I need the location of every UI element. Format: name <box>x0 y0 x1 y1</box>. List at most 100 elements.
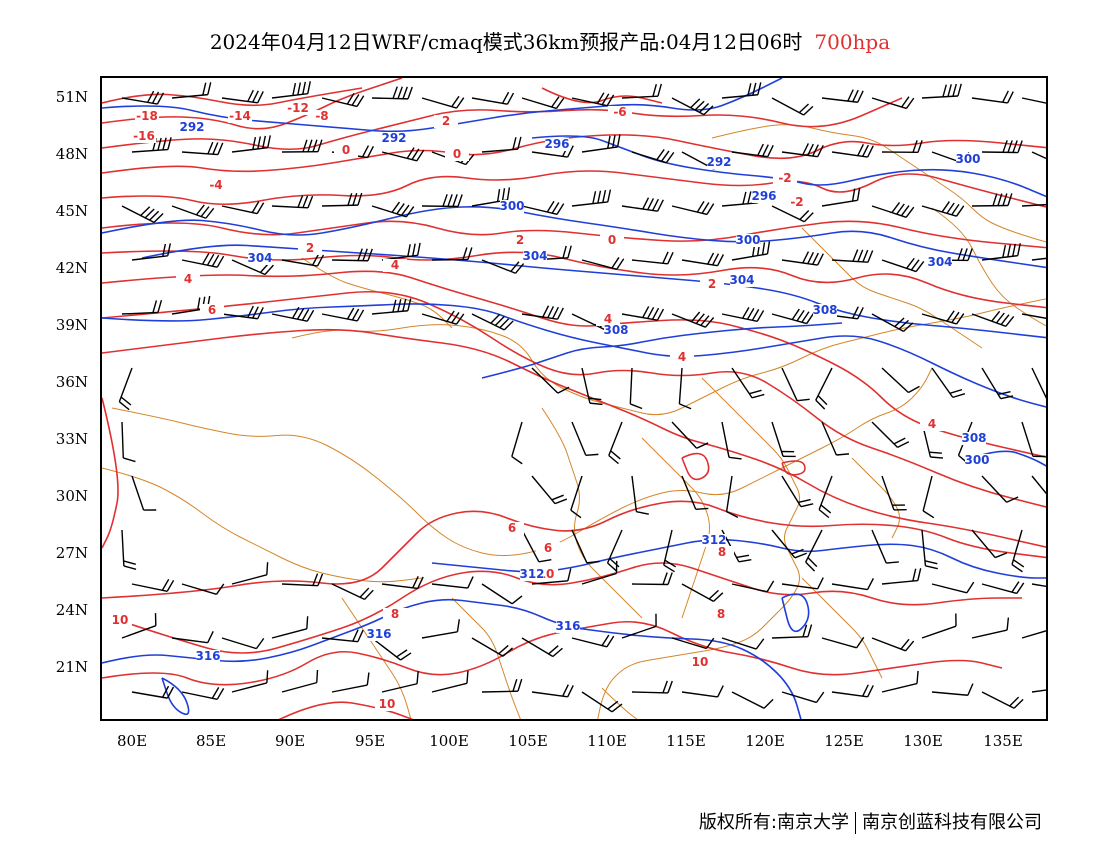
wind-barb <box>571 421 599 456</box>
contour-label-bg <box>180 121 204 134</box>
temperature-contour <box>102 500 1046 599</box>
wind-barb <box>971 310 1015 327</box>
lat-label: 33N <box>55 430 88 448</box>
lat-label: 36N <box>55 373 88 391</box>
wind-barb <box>881 257 925 273</box>
contour-label: 8 <box>717 607 725 621</box>
wind-barb <box>971 193 1013 207</box>
wind-barb <box>531 684 574 698</box>
wind-barb <box>271 81 311 99</box>
contour-label: 308 <box>961 431 986 445</box>
wind-barb <box>431 670 469 693</box>
contour-label-bg <box>200 304 224 317</box>
wind-barb <box>771 205 814 223</box>
wind-barb <box>921 613 957 639</box>
border-line <box>601 687 638 719</box>
wind-barb <box>921 201 965 217</box>
wind-barb <box>1021 421 1046 458</box>
contour-label-bg <box>688 656 712 669</box>
contour-label: 312 <box>701 533 726 547</box>
border-line <box>851 457 900 539</box>
height-contour <box>481 322 843 379</box>
contour-label: 2 <box>442 114 450 128</box>
wind-barb <box>1031 255 1046 261</box>
contour-label-bg <box>196 650 220 663</box>
lon-label: 135E <box>983 732 1023 750</box>
wind-barb <box>271 616 309 639</box>
wind-barb <box>421 194 463 208</box>
contour-label-bg <box>286 102 310 115</box>
temperature-contour <box>111 562 1022 654</box>
contour-label: 300 <box>499 199 524 213</box>
contour-label: 6 <box>508 521 516 535</box>
copyright-separator <box>855 812 856 834</box>
wind-barb <box>871 637 915 652</box>
wind-barb <box>571 189 612 207</box>
height-contour <box>102 206 1046 269</box>
wind-barb <box>771 529 807 559</box>
wind-barb <box>421 95 465 109</box>
wind-barb <box>771 421 796 458</box>
wind-barb <box>663 529 677 573</box>
lat-label: 30N <box>55 487 88 505</box>
wind-barb <box>371 201 415 218</box>
wind-barb <box>971 617 1010 639</box>
wind-barb <box>421 619 461 639</box>
wind-barb <box>481 583 523 605</box>
height-contour <box>531 135 1046 198</box>
contour-label-bg <box>710 546 734 559</box>
contour-label: -12 <box>287 101 309 115</box>
wind-barb <box>1011 529 1025 573</box>
wind-barb <box>1021 203 1046 207</box>
wind-barb <box>805 529 823 572</box>
contour-label: 304 <box>522 249 547 263</box>
lon-label: 100E <box>429 732 469 750</box>
wind-barb <box>1031 367 1046 401</box>
temperature-contour <box>541 87 663 104</box>
contour-label: 296 <box>751 189 776 203</box>
lon-label: 110E <box>587 732 627 750</box>
wind-barb <box>781 577 824 590</box>
wind-barb <box>821 421 850 456</box>
border-line <box>541 407 643 619</box>
map-title: 2024年04月12日WRF/cmaq模式36km预报产品:04月12日06时 7… <box>0 26 1100 55</box>
wind-barb <box>981 475 1019 503</box>
wind-barb <box>531 367 570 394</box>
wind-barb <box>831 249 874 263</box>
map-frame: -16 -18 -14 -12 -8 -6 -4 -2 -2 0 0 0 2 2 2 2 4 4 4 4 4 6 6 6 8 8 8… <box>100 76 1048 721</box>
temperature-contour <box>102 397 119 549</box>
title-level: 700hpa <box>814 30 891 54</box>
contour-label-bg <box>752 190 776 203</box>
temperature-contour <box>102 620 1003 686</box>
wind-barb <box>321 307 365 322</box>
height-contour <box>102 598 802 719</box>
lon-label: 80E <box>116 732 148 750</box>
lat-label: 48N <box>55 145 88 163</box>
wind-barb <box>581 134 621 153</box>
height-contour <box>971 450 1046 467</box>
temperature-contour <box>102 87 363 107</box>
temperature-contour <box>102 78 403 130</box>
wind-barb <box>831 143 874 158</box>
wind-barb <box>271 195 314 209</box>
contour-label-bg <box>298 242 322 255</box>
contour-label-bg <box>204 179 228 192</box>
wind-barb <box>511 421 523 465</box>
wind-barb <box>231 135 271 153</box>
contour-label-bg <box>132 130 156 143</box>
temperature-contour <box>102 97 903 151</box>
wind-barb <box>221 305 264 320</box>
wind-barb <box>431 576 474 589</box>
contour-label-bg <box>813 304 837 317</box>
temperature-contour <box>102 290 1046 508</box>
wind-barb <box>221 89 264 104</box>
wind-barb <box>181 686 225 700</box>
contour-label: -16 <box>133 129 155 143</box>
contour-label-bg <box>730 274 754 287</box>
wind-barb <box>121 205 164 224</box>
wind-barb <box>721 421 742 460</box>
contour-label: -18 <box>136 109 158 123</box>
temperature-contour-labels: -16 -18 -14 -12 -8 -6 -4 -2 -2 0 0 0 2 2 2 2 4 4 4 4 4 6 6 6 8 8 8… <box>108 101 944 711</box>
wind-barb <box>131 685 175 699</box>
contour-label-bg <box>702 534 726 547</box>
